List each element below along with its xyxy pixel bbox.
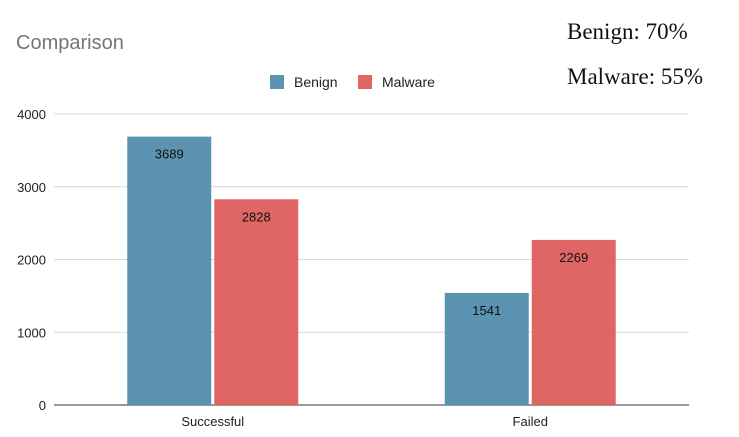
- bar: [214, 199, 299, 405]
- y-tick-label: 1000: [17, 325, 46, 340]
- legend-swatch: [358, 75, 372, 89]
- benign-percentage-annotation: Benign: 70%: [567, 19, 688, 44]
- x-tick-label: Successful: [181, 414, 244, 429]
- y-tick-label: 2000: [17, 253, 46, 268]
- legend-label: Benign: [294, 74, 338, 90]
- data-label: 1541: [472, 303, 501, 318]
- y-tick-label: 3000: [17, 180, 46, 195]
- malware-percentage-annotation: Malware: 55%: [567, 64, 704, 89]
- bar: [444, 292, 529, 405]
- chart-title: Comparison: [16, 32, 124, 54]
- data-label: 3689: [155, 147, 184, 162]
- bar: [531, 239, 616, 405]
- legend-label: Malware: [382, 74, 435, 90]
- y-tick-label: 4000: [17, 107, 46, 122]
- data-label: 2828: [242, 209, 271, 224]
- bar: [127, 136, 212, 405]
- y-tick-label: 0: [39, 398, 46, 413]
- data-label: 2269: [559, 250, 588, 265]
- x-tick-label: Failed: [513, 414, 548, 429]
- legend-swatch: [270, 75, 284, 89]
